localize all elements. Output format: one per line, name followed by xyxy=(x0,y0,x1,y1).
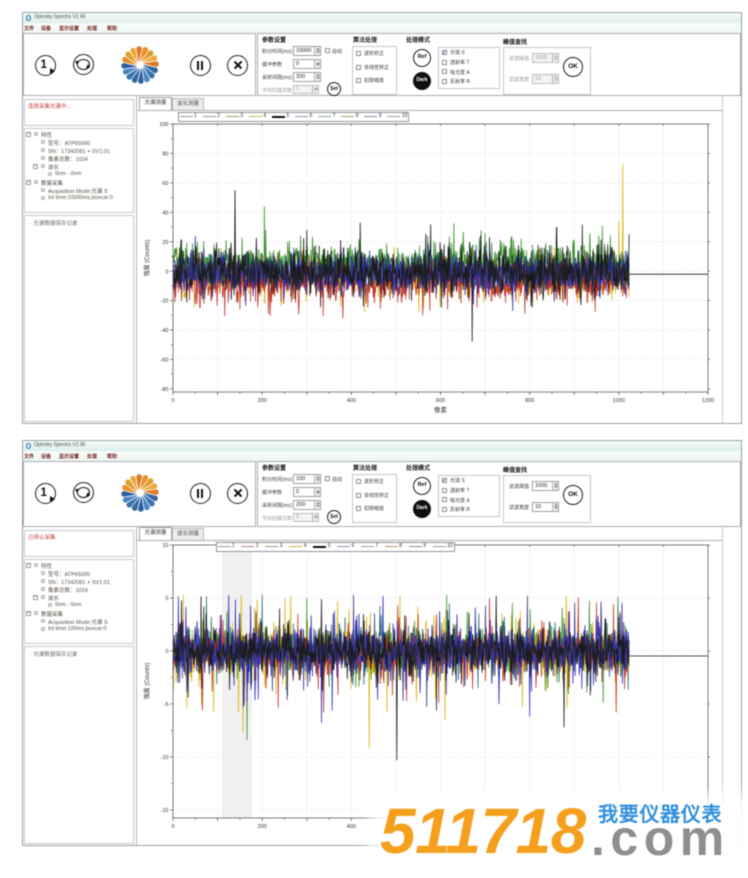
svg-text:0: 0 xyxy=(171,824,174,830)
svg-text:5: 5 xyxy=(165,596,168,602)
svg-text:-80: -80 xyxy=(161,387,169,393)
svg-text:400: 400 xyxy=(347,398,356,404)
svg-text:-5: -5 xyxy=(164,702,169,708)
svg-text:-10: -10 xyxy=(161,755,169,761)
svg-text:60: 60 xyxy=(162,181,168,187)
svg-text:-15: -15 xyxy=(161,808,169,814)
svg-text:1000: 1000 xyxy=(613,398,625,404)
svg-text:600: 600 xyxy=(436,398,445,404)
svg-text:0: 0 xyxy=(171,398,174,404)
svg-text:0: 0 xyxy=(165,269,168,275)
svg-text:0: 0 xyxy=(165,649,168,655)
svg-text:100: 100 xyxy=(159,122,168,128)
svg-text:强度 (Counts): 强度 (Counts) xyxy=(143,240,151,277)
svg-text:400: 400 xyxy=(347,824,356,830)
svg-text:-60: -60 xyxy=(161,358,169,364)
svg-text:800: 800 xyxy=(525,398,534,404)
svg-text:强度 (Counts): 强度 (Counts) xyxy=(143,663,151,700)
svg-text:1200: 1200 xyxy=(702,398,714,404)
svg-text:40: 40 xyxy=(162,210,168,216)
svg-text:-20: -20 xyxy=(161,299,169,305)
svg-text:80: 80 xyxy=(162,152,168,158)
svg-text:200: 200 xyxy=(258,824,267,830)
svg-text:200: 200 xyxy=(258,398,267,404)
svg-text:像素: 像素 xyxy=(434,405,448,414)
svg-text:-40: -40 xyxy=(161,328,169,334)
svg-text:20: 20 xyxy=(162,240,168,246)
svg-text:10: 10 xyxy=(162,543,168,549)
